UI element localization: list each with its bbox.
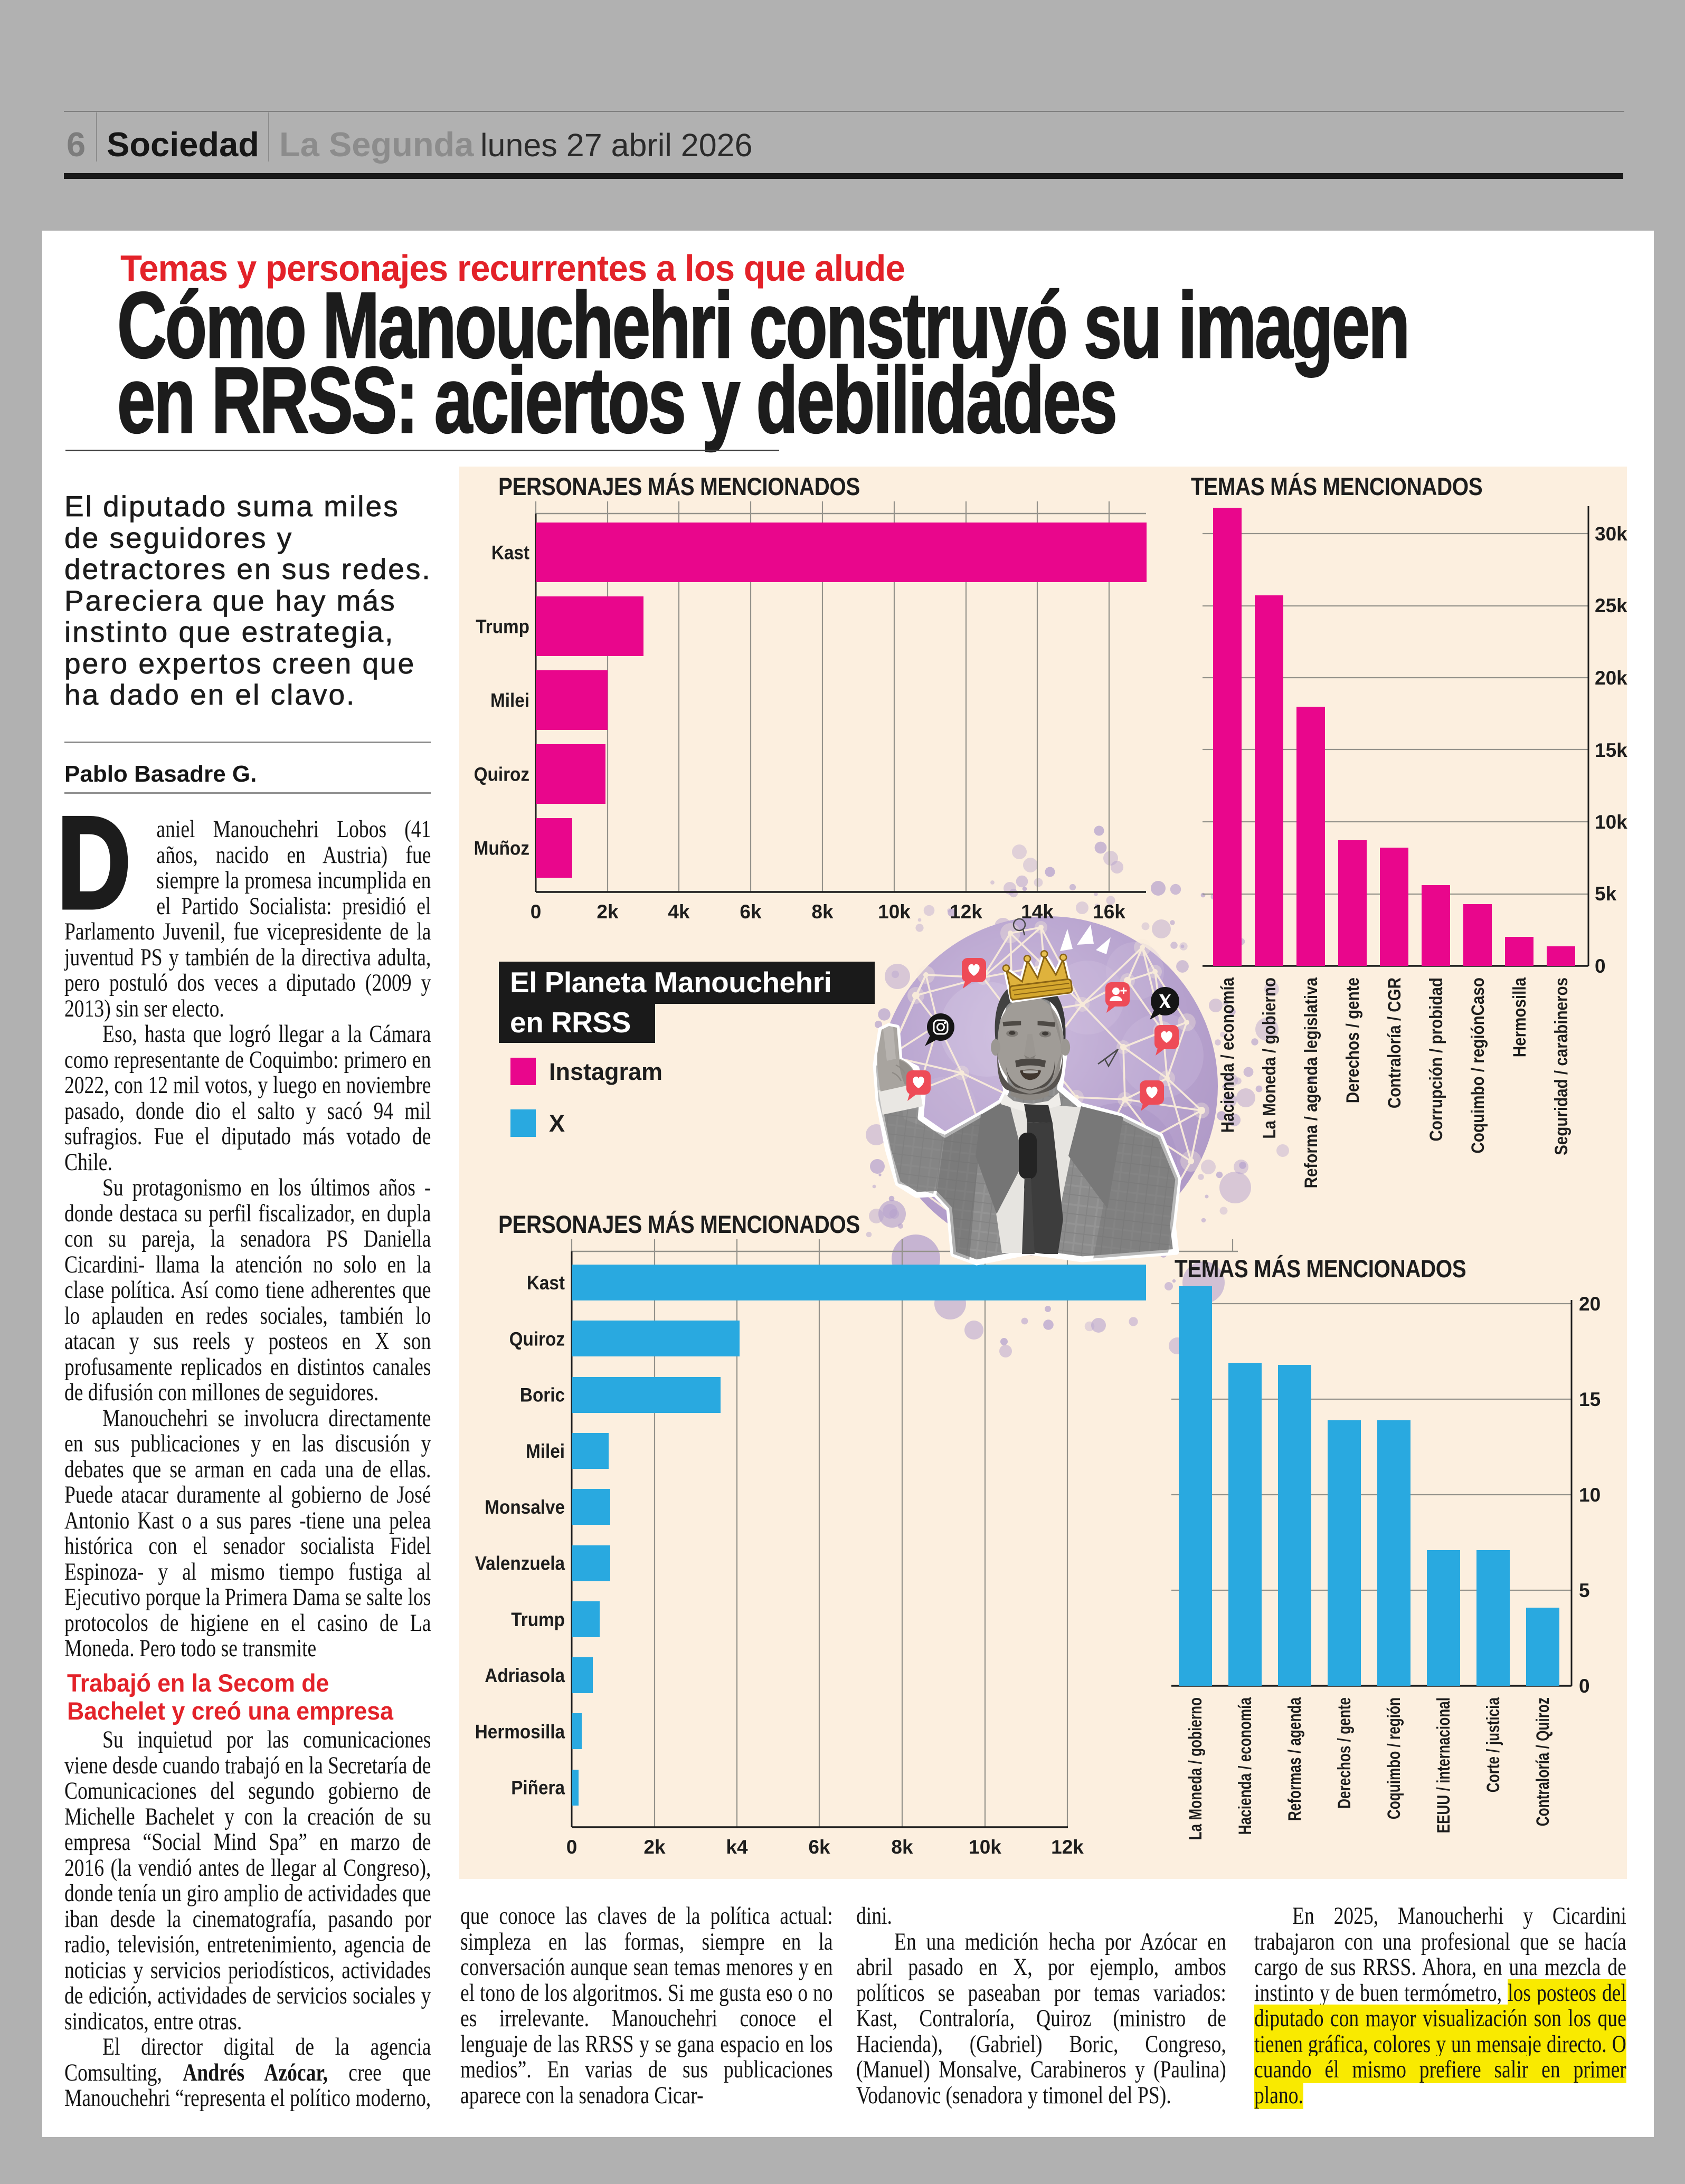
svg-text:20: 20: [1579, 1293, 1601, 1315]
svg-text:Reforma / agenda legislativa: Reforma / agenda legislativa: [1301, 977, 1321, 1189]
svg-text:La Moneda / gobierno: La Moneda / gobierno: [1186, 1697, 1206, 1840]
svg-text:0: 0: [566, 1836, 578, 1858]
svg-text:12k: 12k: [1051, 1836, 1084, 1858]
svg-text:Instagram: Instagram: [549, 1058, 662, 1085]
svg-text:Adriasola: Adriasola: [485, 1665, 565, 1687]
svg-text:Coquimbo / región: Coquimbo / región: [1385, 1697, 1404, 1819]
svg-text:Kast: Kast: [491, 542, 529, 564]
svg-text:TEMAS MÁS MENCIONADOS: TEMAS MÁS MENCIONADOS: [1191, 472, 1482, 501]
svg-text:5: 5: [1579, 1580, 1590, 1601]
svg-text:Trump: Trump: [476, 616, 529, 638]
svg-text:Valenzuela: Valenzuela: [475, 1553, 565, 1574]
svg-text:10k: 10k: [969, 1836, 1001, 1858]
svg-text:Piñera: Piñera: [511, 1777, 565, 1799]
svg-text:Hermosilla: Hermosilla: [1509, 977, 1529, 1057]
svg-text:Corrupción / probidad: Corrupción / probidad: [1426, 977, 1446, 1142]
svg-text:Contraloría / Quiroz: Contraloría / Quiroz: [1533, 1697, 1553, 1826]
svg-text:EEUU / internacional: EEUU / internacional: [1434, 1697, 1454, 1833]
svg-text:Contraloría / CGR: Contraloría / CGR: [1384, 977, 1404, 1108]
svg-text:12k: 12k: [950, 901, 982, 923]
svg-text:8k: 8k: [891, 1836, 913, 1858]
svg-text:Milei: Milei: [526, 1440, 565, 1462]
svg-text:El Planeta Manouchehri: El Planeta Manouchehri: [510, 966, 831, 999]
svg-text:k4: k4: [726, 1836, 748, 1858]
svg-text:Coquimbo / regiónCaso: Coquimbo / regiónCaso: [1468, 977, 1488, 1154]
svg-text:Seguridad / carabineros: Seguridad / carabineros: [1551, 977, 1571, 1155]
svg-text:0: 0: [531, 901, 542, 923]
svg-text:16k: 16k: [1093, 901, 1125, 923]
svg-text:Reformas / agenda: Reformas / agenda: [1285, 1697, 1305, 1821]
svg-text:Milei: Milei: [490, 690, 529, 711]
svg-text:Muñoz: Muñoz: [474, 838, 529, 859]
svg-text:10k: 10k: [878, 901, 911, 923]
svg-text:0: 0: [1579, 1675, 1590, 1697]
svg-text:X: X: [549, 1110, 565, 1137]
svg-text:15: 15: [1579, 1389, 1601, 1410]
svg-text:10k: 10k: [1595, 811, 1627, 833]
svg-text:2k: 2k: [643, 1836, 666, 1858]
svg-text:Kast: Kast: [527, 1272, 565, 1294]
svg-text:La Moneda / gobierno: La Moneda / gobierno: [1259, 977, 1279, 1139]
svg-text:Hermosilla: Hermosilla: [475, 1721, 565, 1743]
svg-text:Hacienda / economía: Hacienda / economía: [1217, 977, 1237, 1133]
svg-text:en RRSS: en RRSS: [510, 1006, 631, 1039]
svg-text:Derechos / gente: Derechos / gente: [1342, 977, 1362, 1103]
svg-text:6k: 6k: [740, 901, 762, 923]
svg-text:6k: 6k: [808, 1836, 830, 1858]
svg-text:10: 10: [1579, 1484, 1601, 1506]
svg-text:20k: 20k: [1595, 667, 1627, 689]
svg-text:14k: 14k: [1021, 901, 1054, 923]
svg-text:Trump: Trump: [511, 1609, 565, 1630]
svg-text:5k: 5k: [1595, 883, 1617, 905]
svg-text:Corte / justicia: Corte / justicia: [1484, 1697, 1503, 1792]
svg-text:PERSONAJES MÁS MENCIONADOS: PERSONAJES MÁS MENCIONADOS: [498, 472, 860, 501]
svg-text:30k: 30k: [1595, 523, 1627, 545]
svg-text:Quiroz: Quiroz: [509, 1328, 565, 1350]
svg-text:4k: 4k: [668, 901, 690, 923]
svg-text:Hacienda / economía: Hacienda / economía: [1236, 1697, 1255, 1835]
svg-text:Monsalve: Monsalve: [485, 1497, 565, 1518]
svg-text:PERSONAJES MÁS MENCIONADOS: PERSONAJES MÁS MENCIONADOS: [498, 1210, 860, 1239]
svg-text:Derechos / gente: Derechos / gente: [1335, 1697, 1355, 1809]
svg-text:25k: 25k: [1595, 595, 1627, 616]
svg-text:15k: 15k: [1595, 739, 1627, 761]
svg-text:2k: 2k: [597, 901, 619, 923]
svg-text:Boric: Boric: [520, 1384, 565, 1406]
svg-text:Quiroz: Quiroz: [474, 764, 529, 785]
svg-text:TEMAS MÁS MENCIONADOS: TEMAS MÁS MENCIONADOS: [1175, 1255, 1466, 1283]
svg-text:0: 0: [1595, 955, 1606, 977]
svg-text:8k: 8k: [811, 901, 834, 923]
